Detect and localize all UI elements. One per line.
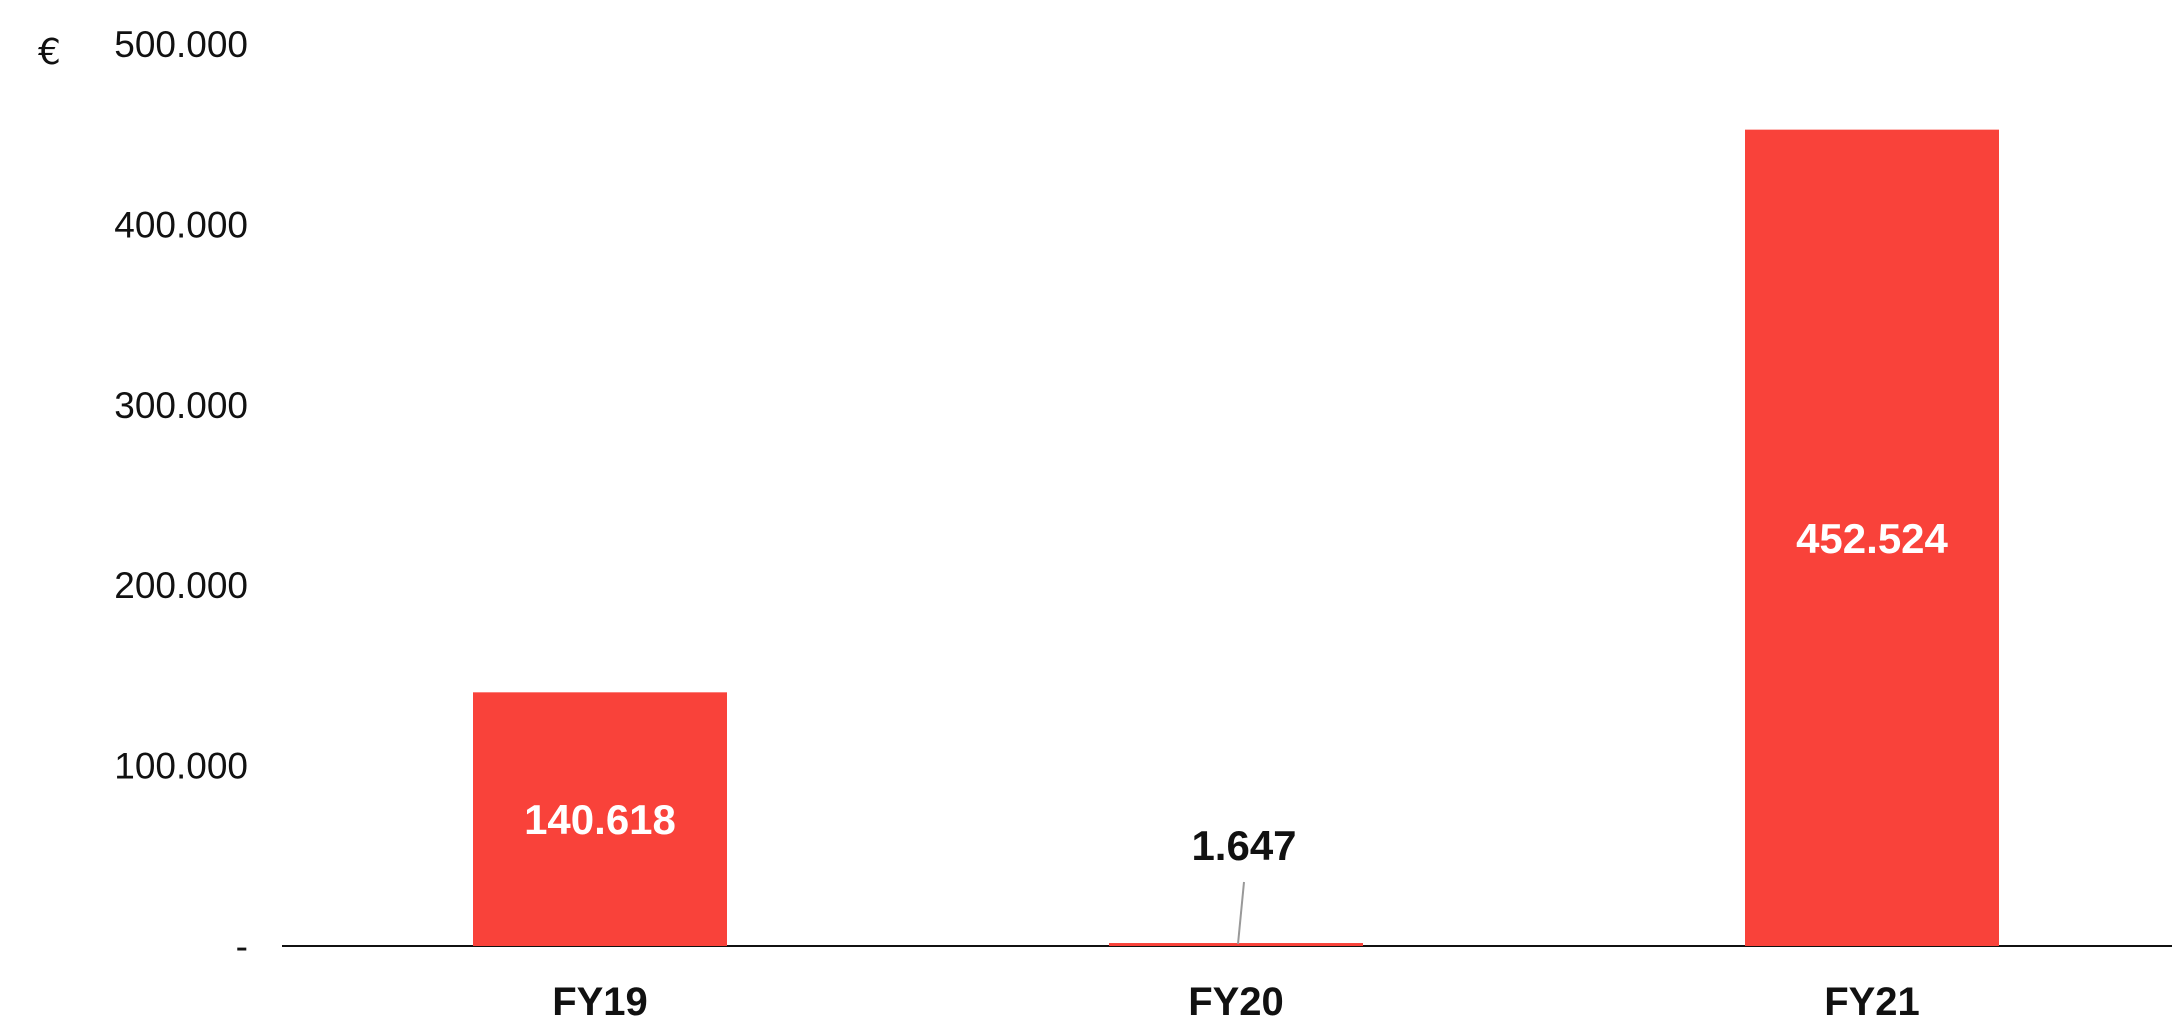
data-label: 140.618 xyxy=(524,796,676,843)
y-tick-label: 200.000 xyxy=(114,565,248,606)
data-label-leader-line xyxy=(1237,881,1245,945)
data-label: 452.524 xyxy=(1796,515,1948,562)
bar-fy20 xyxy=(1109,943,1363,946)
y-tick-label: 300.000 xyxy=(114,385,248,426)
bar-fy21 xyxy=(1745,129,1999,946)
y-axis-unit-label: € xyxy=(38,32,61,73)
data-label: 1.647 xyxy=(1191,822,1296,869)
y-tick-label: 500.000 xyxy=(114,24,248,65)
y-axis-ticks: - 100.000 200.000 300.000 400.000 500.000 xyxy=(114,24,248,967)
bar-fy19 xyxy=(473,692,727,946)
x-tick-label: FY19 xyxy=(552,980,648,1019)
y-tick-label: 400.000 xyxy=(114,204,248,245)
x-tick-label: FY21 xyxy=(1824,980,1920,1019)
y-tick-label: - xyxy=(236,926,248,967)
y-tick-label: 100.000 xyxy=(114,746,248,787)
bars: 140.618 1.647 452.524 xyxy=(473,129,1999,946)
x-axis-category-labels: FY19 FY20 FY21 xyxy=(552,980,1920,1019)
x-tick-label: FY20 xyxy=(1188,980,1284,1019)
